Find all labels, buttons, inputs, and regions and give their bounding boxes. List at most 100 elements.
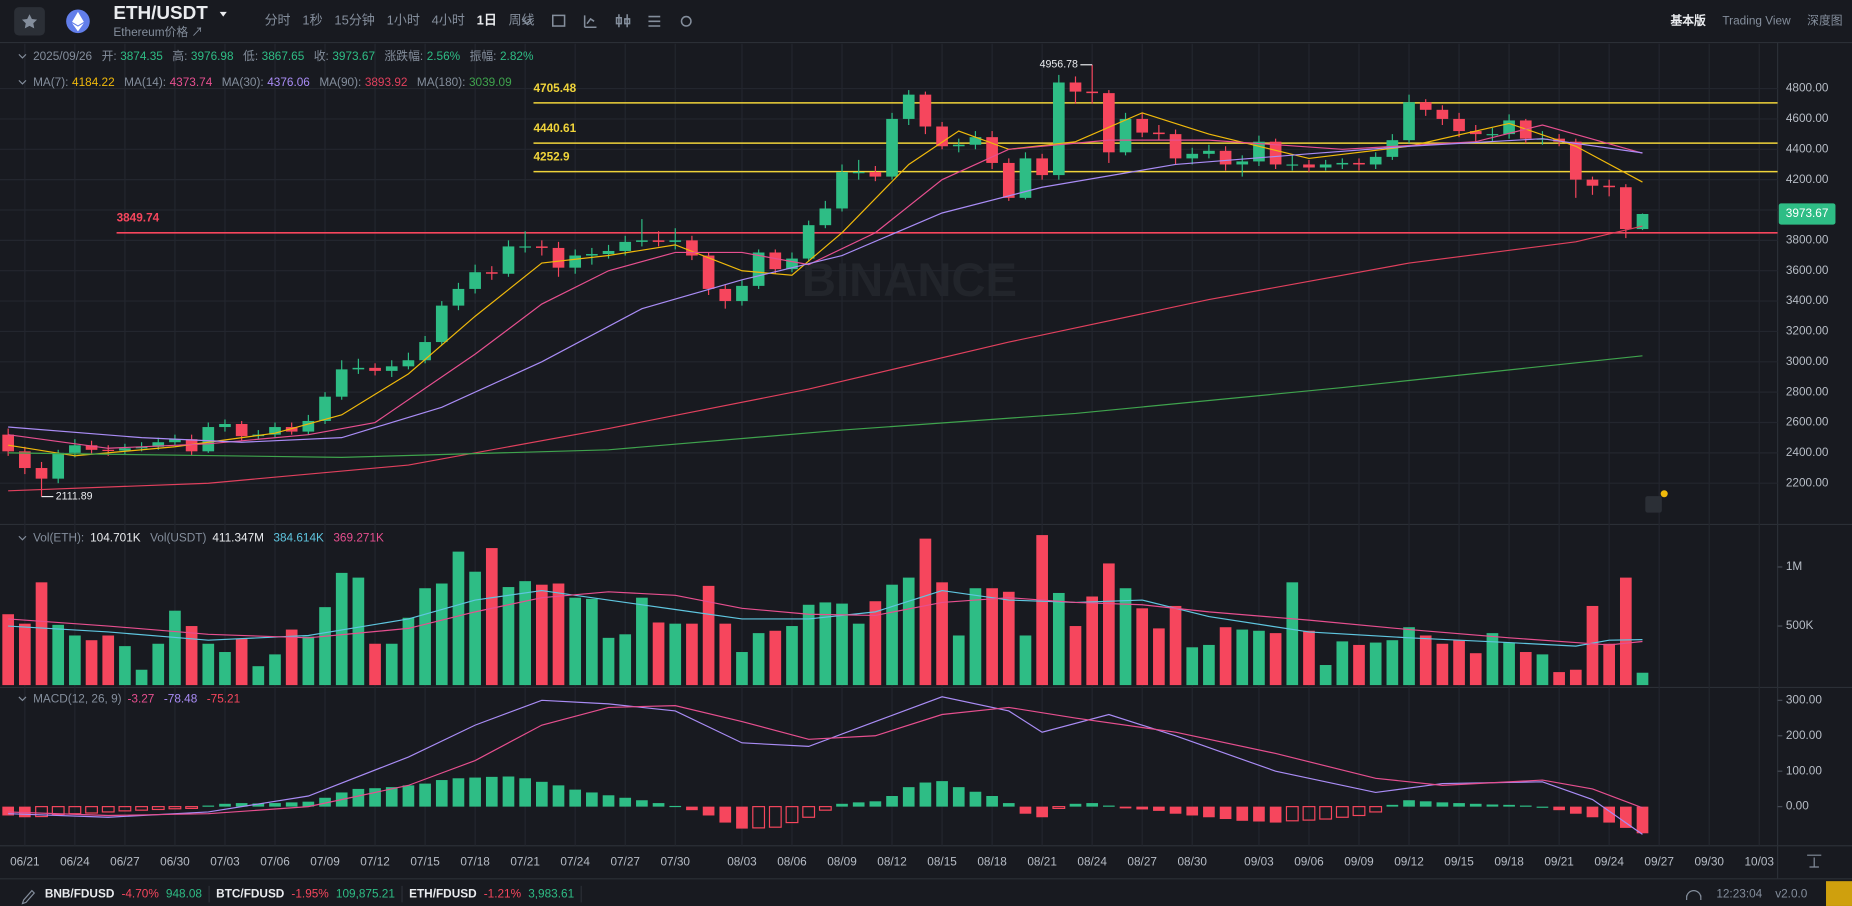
chart-type-icon[interactable]	[615, 14, 631, 28]
volume-bar	[219, 652, 231, 686]
collapse-toggle[interactable]	[18, 53, 27, 59]
volume-bar	[19, 623, 31, 686]
view-tabs: 深度图 Trading View 基本版	[1669, 13, 1842, 27]
edit-icon[interactable]	[21, 889, 36, 905]
volume-bar	[135, 669, 148, 686]
candle-body	[869, 172, 882, 177]
view-tab[interactable]: Trading View	[1722, 13, 1791, 27]
ticker-change[interactable]: -1.95%	[291, 886, 329, 900]
ticker-change[interactable]: -1.21%	[484, 886, 522, 900]
symbol-dropdown[interactable]	[219, 11, 227, 17]
x-tick-label: 09/24	[1594, 854, 1624, 868]
candle-body	[452, 288, 465, 306]
macd-bar	[1586, 806, 1599, 818]
volume-bar	[1219, 627, 1232, 686]
candle-body	[435, 305, 448, 343]
ma-label: MA(180):	[417, 75, 466, 89]
volume-bar	[919, 538, 932, 686]
more-button[interactable]	[1826, 881, 1852, 906]
view-tab[interactable]: 基本版	[1669, 13, 1706, 27]
ticker-symbol[interactable]: BNB/FDUSD	[45, 886, 115, 900]
symbol[interactable]: ETH/USDT	[113, 3, 208, 24]
ticker-symbol[interactable]: ETH/FDUSD	[409, 886, 477, 900]
macd-bar	[919, 782, 932, 807]
info-label: 收:	[314, 49, 329, 63]
collapse-toggle[interactable]	[18, 696, 27, 702]
x-tick-label: 09/15	[1444, 854, 1474, 868]
volume-bar	[636, 597, 648, 686]
volume-bar	[552, 583, 565, 686]
view-tab[interactable]: 深度图	[1807, 13, 1842, 27]
macd-bar	[1103, 805, 1115, 807]
volume-bar	[85, 640, 98, 686]
volume-bar	[202, 643, 215, 686]
volume-bar	[886, 584, 898, 686]
interval-tab[interactable]: 分时	[265, 13, 291, 28]
macd-bar	[652, 803, 665, 807]
notes-button[interactable]	[1645, 496, 1662, 513]
candle-body	[1219, 150, 1232, 165]
volume-bar	[469, 571, 481, 686]
interval-tab[interactable]: 1秒	[302, 13, 322, 28]
candle-body	[636, 240, 648, 242]
volume-bar	[519, 581, 531, 686]
macd-bar	[636, 800, 648, 807]
y-tick-label: 500K	[1786, 618, 1814, 632]
ticker-price[interactable]: 109,875.21	[336, 886, 395, 900]
volume-bar	[35, 582, 48, 686]
candle-body	[402, 360, 415, 367]
draw-icon[interactable]	[583, 15, 597, 28]
interval-tab[interactable]: 1小时	[387, 13, 420, 28]
candle-body	[986, 137, 998, 163]
settings-icon[interactable]	[680, 15, 692, 27]
x-tick-label: 09/03	[1244, 854, 1274, 868]
candle-body	[602, 250, 615, 255]
candle-body	[1103, 93, 1115, 153]
ticker-price[interactable]: 948.08	[166, 886, 203, 900]
macd-bar	[352, 788, 365, 807]
volume-bar	[2, 614, 15, 686]
template-icon[interactable]	[648, 15, 661, 27]
interval-tab[interactable]: 15分钟	[334, 13, 374, 28]
interval-tab[interactable]: 周线	[509, 13, 535, 28]
candle-body	[1303, 164, 1315, 168]
volume-bar	[902, 577, 915, 686]
candle-body	[1419, 102, 1432, 110]
candle-body	[1353, 162, 1365, 165]
ticker-symbol[interactable]: BTC/FDUSD	[216, 886, 285, 900]
volume-bar	[719, 623, 732, 686]
x-tick-label: 07/18	[460, 854, 490, 868]
macd-bar	[1285, 806, 1299, 822]
candle-body	[52, 452, 65, 479]
x-tick-label: 08/12	[877, 854, 907, 868]
candle-body	[319, 396, 331, 421]
more-intervals[interactable]	[521, 18, 533, 25]
legend-label: MACD(12, 26, 9)	[33, 691, 122, 705]
indicator-line	[8, 696, 1643, 835]
info-label: 振幅:	[470, 49, 497, 63]
scale-button[interactable]	[1807, 854, 1822, 868]
interval-tab[interactable]: 4小时	[432, 13, 465, 28]
volume-bar	[1186, 647, 1199, 686]
candle-body	[786, 258, 798, 270]
volume-bar	[269, 654, 281, 686]
collapse-toggle[interactable]	[18, 79, 27, 85]
symbol-subtitle[interactable]: Ethereum价格 ↗	[113, 25, 203, 39]
volume-bar	[1303, 630, 1315, 686]
ticker-change[interactable]: -4.70%	[121, 886, 159, 900]
macd-bar	[802, 806, 816, 818]
macd-bar	[1519, 805, 1532, 807]
candle-body	[102, 449, 115, 451]
candle-body	[686, 240, 698, 256]
interval-tab[interactable]: 1日	[477, 13, 497, 28]
candle-body	[369, 367, 381, 371]
y-tick-label: 300.00	[1786, 692, 1823, 706]
macd-bar	[586, 792, 598, 807]
collapse-toggle[interactable]	[18, 535, 27, 541]
indicator-icon[interactable]	[551, 14, 566, 27]
tool-icons	[521, 14, 692, 28]
price-level-label: 4252.9	[533, 150, 570, 164]
ticker-price[interactable]: 3,983.61	[528, 886, 574, 900]
volume-bar	[1403, 627, 1415, 686]
support-icon[interactable]	[1686, 890, 1702, 901]
